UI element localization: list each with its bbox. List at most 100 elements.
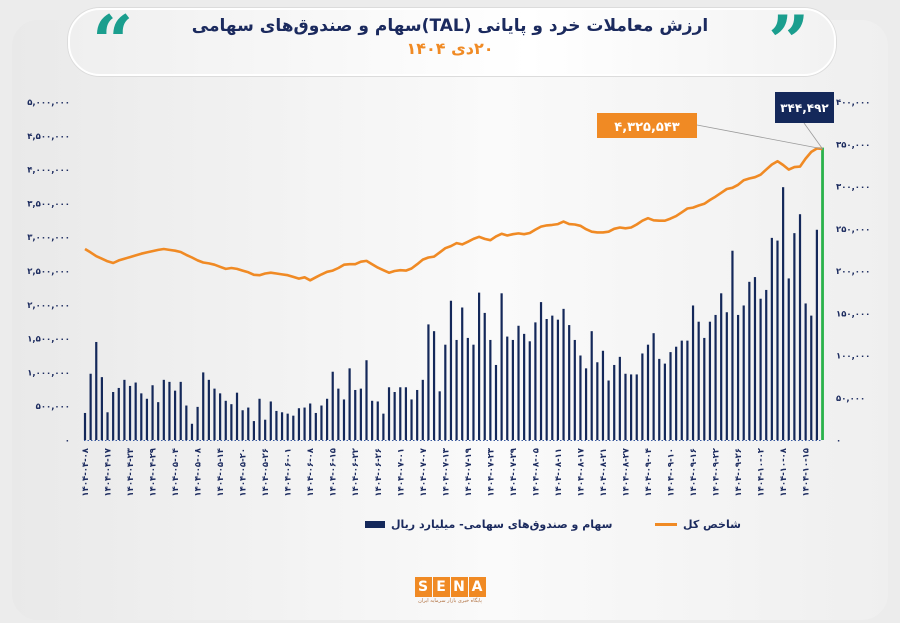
left-tick-label: ۴,۰۰۰,۰۰۰ xyxy=(27,166,70,176)
bar xyxy=(584,368,588,440)
latest-bar-annotation-box xyxy=(597,113,697,138)
bar xyxy=(618,356,621,440)
bar xyxy=(489,339,492,440)
x-tick-label: ۱۴۰۴-۰۸-۱۷ xyxy=(576,447,586,496)
left-tick-label: ۱,۵۰۰,۰۰۰ xyxy=(27,335,70,345)
x-tick-label: ۱۴۰۴-۰۵-۱۴ xyxy=(216,448,226,497)
right-tick-label: ۱۰۰,۰۰۰ xyxy=(836,352,870,362)
bar xyxy=(528,341,531,440)
annotation-leader-bar xyxy=(696,124,823,150)
left-axis: ۰ ۵۰۰,۰۰۰ ۱,۰۰۰,۰۰۰ ۱,۵۰۰,۰۰۰ ۲,۰۰۰,۰۰۰ ۲,۵۰۰… xyxy=(27,98,70,446)
bar xyxy=(157,402,160,440)
bar xyxy=(506,336,509,440)
bar xyxy=(207,379,210,440)
x-tick-label: ۱۴۰۴-۰۸-۰۵ xyxy=(531,448,541,497)
x-tick-label: ۱۴۰۴-۰۶-۲۲ xyxy=(351,447,361,496)
bar xyxy=(793,233,796,440)
bar xyxy=(680,340,683,440)
latest-bar-annotation: ۴,۳۲۵,۵۴۳ xyxy=(614,120,679,135)
bar xyxy=(663,363,666,440)
left-tick-label: ۴,۵۰۰,۰۰۰ xyxy=(27,132,70,142)
bar-series xyxy=(83,147,824,440)
bar xyxy=(782,187,785,440)
left-tick-label: ۵,۰۰۰,۰۰۰ xyxy=(27,98,70,108)
bar xyxy=(106,412,109,440)
bar xyxy=(416,389,419,440)
bar xyxy=(145,398,149,440)
bar xyxy=(83,412,87,440)
left-tick-label: ۲,۰۰۰,۰۰۰ xyxy=(27,301,70,311)
annotation-leader-index xyxy=(803,122,823,150)
left-tick-label: ۰ xyxy=(65,436,70,446)
bar xyxy=(286,413,289,440)
bar xyxy=(731,250,734,440)
bar xyxy=(258,398,261,440)
bar xyxy=(219,393,222,440)
x-tick-label: ۱۴۰۴-۱۰-۰۸ xyxy=(779,447,789,496)
x-tick-label: ۱۴۰۴-۰۷-۲۹ xyxy=(509,447,519,496)
x-tick-label: ۱۴۰۴-۰۸-۱۱ xyxy=(554,448,564,497)
bar xyxy=(703,337,706,440)
bar xyxy=(455,339,458,440)
bar xyxy=(523,333,526,440)
legend-swatch-bars xyxy=(365,521,385,528)
bar xyxy=(478,292,481,440)
bar xyxy=(309,403,312,440)
bar xyxy=(331,371,334,440)
x-tick-label: ۱۴۰۴-۰۴-۰۸ xyxy=(81,447,91,496)
x-tick-label: ۱۴۰۴-۰۵-۰۴ xyxy=(171,448,181,497)
bar xyxy=(624,373,627,440)
bar xyxy=(140,393,143,440)
bar xyxy=(269,401,272,440)
bar xyxy=(354,389,357,440)
bar xyxy=(185,405,188,440)
right-tick-label: ۲۵۰,۰۰۰ xyxy=(836,225,870,235)
bar xyxy=(213,388,216,440)
right-tick-label: ۰ xyxy=(836,436,841,446)
x-tick-label: ۱۴۰۴-۰۴-۱۷ xyxy=(104,447,114,496)
bar xyxy=(376,401,379,440)
bar xyxy=(590,331,593,440)
quote-close-icon: ” xyxy=(768,0,810,84)
bar xyxy=(438,391,441,440)
bar xyxy=(303,407,306,440)
bar xyxy=(534,322,537,440)
x-tick-label: ۱۴۰۴-۰۶-۰۱ xyxy=(284,448,294,497)
x-tick-label: ۱۴۰۴-۱۰-۰۲ xyxy=(757,447,767,496)
bar xyxy=(224,400,227,440)
bar xyxy=(658,358,661,440)
bar xyxy=(545,318,548,440)
x-tick-label: ۱۴۰۴-۰۹-۰۴ xyxy=(644,448,654,497)
bar xyxy=(759,298,762,440)
bar xyxy=(365,360,368,440)
bar xyxy=(382,413,385,440)
bar xyxy=(556,319,560,440)
bar xyxy=(89,373,92,440)
bar xyxy=(720,293,723,440)
bar xyxy=(252,421,255,440)
bar xyxy=(517,325,520,440)
bar xyxy=(117,387,120,440)
bar xyxy=(264,419,267,440)
bar xyxy=(770,237,773,440)
right-tick-label: ۳۵۰,۰۰۰ xyxy=(836,140,870,150)
right-tick-label: ۵۰,۰۰۰ xyxy=(836,394,865,404)
x-tick-label: ۱۴۰۴-۰۸-۲۷ xyxy=(621,447,631,496)
right-tick-label: ۲۰۰,۰۰۰ xyxy=(836,267,870,277)
latest-index-annotation-box xyxy=(775,92,834,123)
bar xyxy=(342,399,346,440)
bar xyxy=(742,305,745,440)
bar xyxy=(202,372,205,440)
bar xyxy=(748,281,751,440)
x-tick-label: ۱۴۰۴-۰۶-۲۶ xyxy=(374,448,384,497)
bar xyxy=(669,352,672,440)
left-tick-label: ۳,۰۰۰,۰۰۰ xyxy=(27,233,70,243)
x-tick-label: ۱۴۰۴-۰۸-۲۱ xyxy=(599,448,609,497)
bar xyxy=(196,406,199,440)
bar xyxy=(691,305,695,440)
bar xyxy=(635,374,638,440)
legend-item-line: شاخص کل xyxy=(655,518,741,531)
legend-label-bars: سهام و صندوق‌های سهامی- میلیارد ریال xyxy=(391,518,613,531)
logo-letter: A xyxy=(468,577,486,597)
